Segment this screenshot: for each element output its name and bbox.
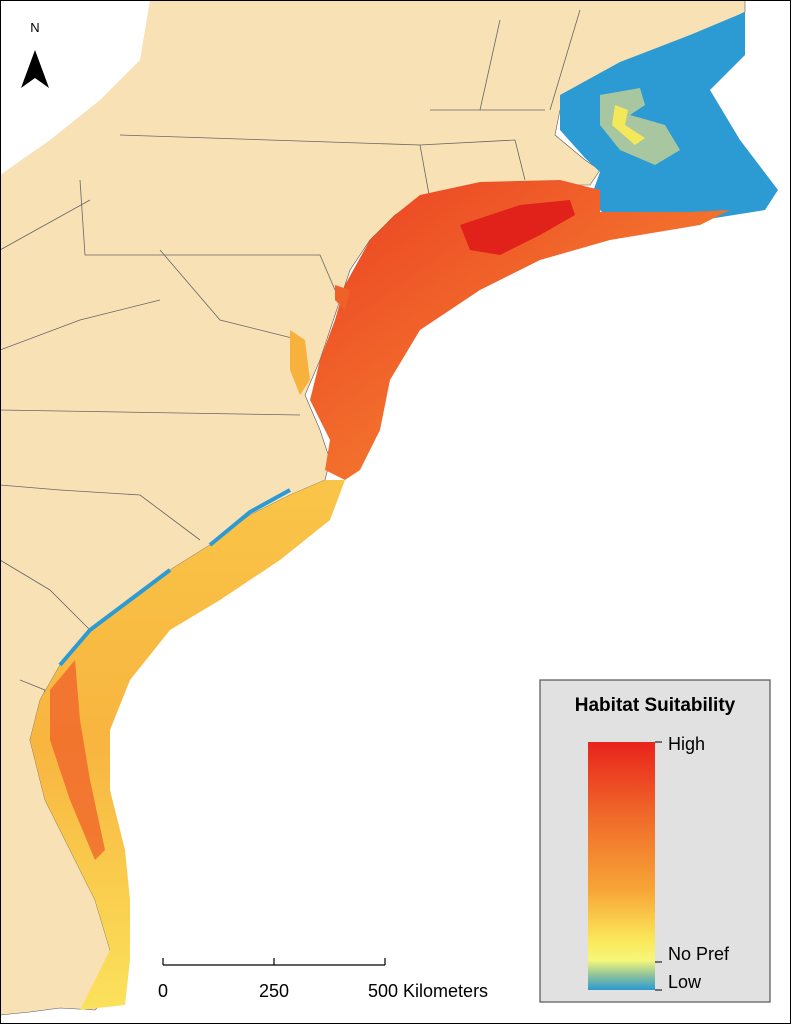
- coast-low: [58, 488, 291, 667]
- scale-label: 250: [259, 981, 289, 1001]
- chesapeake: [290, 330, 310, 395]
- north-label: N: [30, 20, 39, 35]
- legend-label: Low: [668, 972, 702, 992]
- mid-atlantic-band: [310, 180, 730, 480]
- legend-label: No Pref: [668, 944, 730, 964]
- legend-label: High: [668, 734, 705, 754]
- georges-core: [612, 105, 645, 145]
- scale-bar: [162, 958, 386, 966]
- land: [0, 0, 746, 1016]
- legend-title: Habitat Suitability: [575, 695, 736, 716]
- high-core: [460, 200, 575, 255]
- south-orange: [50, 660, 105, 860]
- scale-label: 0: [158, 981, 168, 1001]
- south-atlantic-band: [30, 480, 345, 1010]
- north-arrow: N: [21, 20, 49, 88]
- color-ramp: [588, 742, 655, 990]
- scale-label: 500 Kilometers: [368, 981, 488, 1001]
- lake: [0, 0, 150, 175]
- gulf-of-maine-low: [560, 12, 778, 222]
- delaware-bay: [335, 285, 350, 310]
- legend: Habitat Suitability High No Pref Low: [539, 679, 771, 1003]
